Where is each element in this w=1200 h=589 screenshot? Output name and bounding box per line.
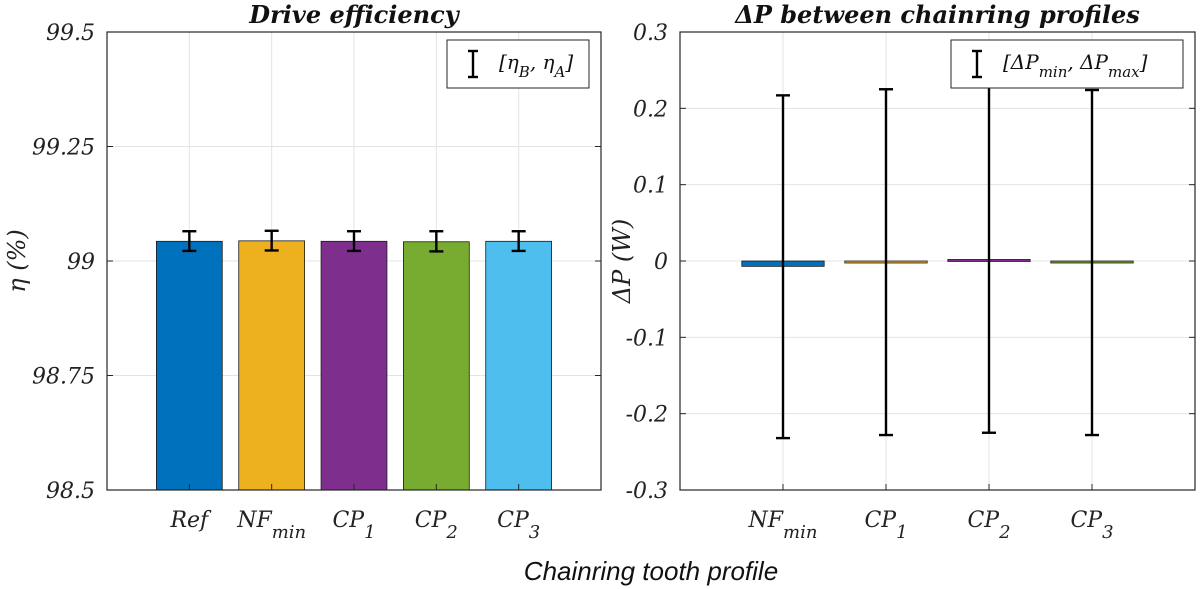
y-tick-label: 0.3 [633, 21, 668, 46]
legend-label: [ΔPmin, ΔPmax] [1003, 50, 1148, 81]
legend-box [950, 39, 1184, 89]
x-axis-label: Chainring tooth profile [524, 556, 778, 586]
chart-title: ΔP between chainring profiles [734, 0, 1140, 29]
delta-power-panel: -0.3 -0.2 -0.1 0 0.1 0.2 0.3 NFmin CP1 CP2 CP3 ΔP b… [608, 0, 1196, 543]
legend-label: [ηB, ηA] [499, 50, 573, 81]
y-tick-label: -0.3 [626, 479, 668, 504]
x-tick-label: CP1 [864, 508, 907, 543]
bar [238, 240, 306, 491]
y-tick-label: 0.1 [633, 174, 668, 199]
x-tick-label: NFmin [236, 508, 306, 543]
y-axis-label: ΔP (W) [608, 219, 636, 305]
y-axis-label: η (%) [3, 229, 31, 293]
y-tick-label: 99.5 [46, 21, 95, 46]
x-tick-label: CP3 [1070, 508, 1113, 543]
x-tick-label: CP2 [967, 508, 1010, 543]
x-tick-label: CP1 [332, 508, 375, 543]
x-tick-label: NFmin [748, 508, 818, 543]
y-tick-label: -0.2 [626, 403, 668, 428]
y-tick-label: 99.25 [32, 136, 95, 161]
y-tick-label: 98.5 [46, 479, 95, 504]
y-tick-label: 99 [67, 250, 95, 275]
chart-title: Drive efficiency [248, 0, 460, 29]
bar [402, 241, 470, 491]
y-tick-label: 98.75 [32, 365, 95, 390]
efficiency-panel: 98.5 98.75 99 99.25 99.5 Ref NFmin CP1 CP2 CP3 Dri… [3, 0, 602, 543]
bar [155, 240, 223, 491]
y-tick-label: -0.1 [626, 326, 668, 351]
bar [320, 240, 388, 491]
x-tick-label: Ref [169, 508, 212, 533]
y-tick-label: 0.2 [633, 97, 668, 122]
bar [485, 240, 553, 491]
legend-box [446, 39, 590, 89]
x-tick-label: CP2 [415, 508, 458, 543]
x-tick-label: CP3 [497, 508, 540, 543]
y-tick-label: 0 [654, 250, 668, 275]
